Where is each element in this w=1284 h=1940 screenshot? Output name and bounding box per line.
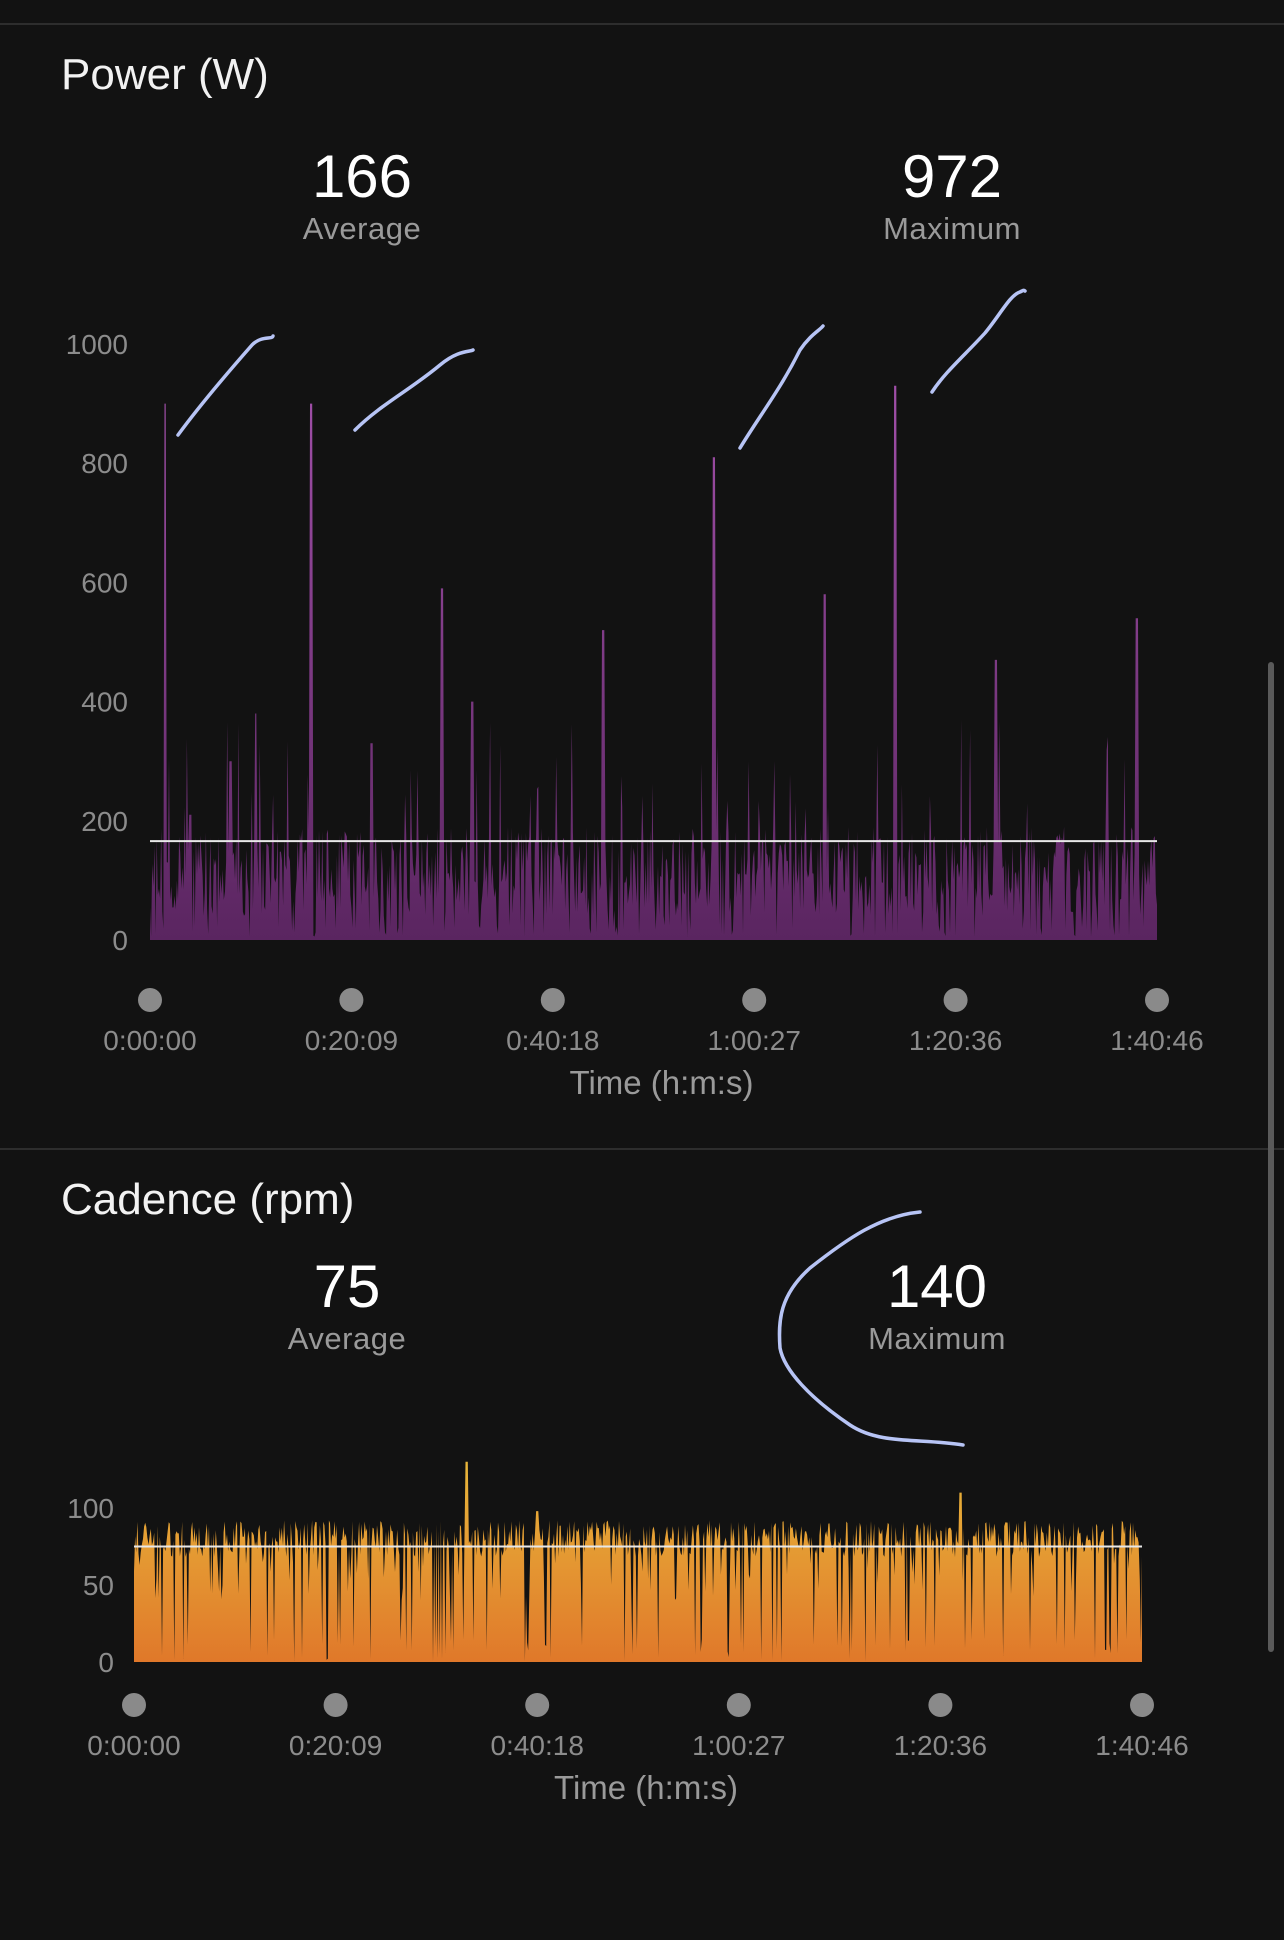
cadence-section-title: Cadence (rpm) <box>61 1175 355 1224</box>
cadence-average-stat: 75 Average <box>187 1255 507 1359</box>
x-tick-label: 0:40:18 <box>490 1730 583 1761</box>
y-tick-label: 0 <box>98 1647 114 1678</box>
x-tick-dot <box>122 1693 146 1717</box>
cadence-maximum-stat: 140 Maximum <box>777 1255 1097 1359</box>
y-tick-label: 50 <box>83 1570 114 1601</box>
power-average-stat: 166 Average <box>202 145 522 249</box>
x-tick-label: 0:40:18 <box>506 1025 599 1056</box>
y-tick-label: 100 <box>67 1493 114 1524</box>
series-area <box>150 385 1157 940</box>
x-tick-dot <box>1145 988 1169 1012</box>
x-tick-dot <box>138 988 162 1012</box>
power-average-label: Average <box>302 211 422 246</box>
x-axis-title: Time (h:m:s) <box>554 1769 738 1806</box>
x-tick-label: 0:20:09 <box>305 1025 398 1056</box>
x-tick-label: 0:00:00 <box>87 1730 180 1761</box>
power-maximum-label: Maximum <box>883 211 1021 246</box>
cadence-chart: 0 50 100 0:00:00 0:20:09 0:40:18 1:00:27 1:20:3… <box>67 1461 1189 1806</box>
y-tick-label: 800 <box>81 448 128 479</box>
x-tick-dot <box>742 988 767 1012</box>
cadence-average-label: Average <box>287 1321 407 1356</box>
scrollbar[interactable] <box>1268 662 1274 1652</box>
top-divider <box>0 23 1284 25</box>
x-tick-label: 1:20:36 <box>894 1730 987 1761</box>
cadence-average-value: 75 <box>313 1253 381 1320</box>
x-tick-label: 1:00:27 <box>692 1730 785 1761</box>
x-tick-dot <box>928 1693 953 1717</box>
x-tick-label: 1:20:36 <box>909 1025 1002 1056</box>
x-tick-label: 1:40:46 <box>1110 1025 1203 1056</box>
y-tick-label: 400 <box>81 687 128 718</box>
x-tick-label: 0:00:00 <box>103 1025 196 1056</box>
power-maximum-value: 972 <box>901 143 1003 210</box>
cadence-maximum-label: Maximum <box>868 1321 1006 1356</box>
x-tick-label: 1:40:46 <box>1095 1730 1188 1761</box>
x-tick-dot <box>339 988 364 1012</box>
section-divider <box>0 1148 1284 1150</box>
series-area <box>134 1461 1142 1662</box>
y-tick-label: 0 <box>112 925 128 956</box>
x-tick-label: 1:00:27 <box>707 1025 800 1056</box>
power-section-title: Power (W) <box>61 50 269 99</box>
x-tick-dot <box>540 988 565 1012</box>
y-tick-label: 600 <box>81 567 128 598</box>
x-tick-dot <box>726 1693 751 1717</box>
x-tick-dot <box>323 1693 348 1717</box>
power-chart: 0 200 400 600 800 1000 0:00:00 0:20:09 0:40:18 1:… <box>66 329 1204 1101</box>
x-tick-dot <box>1130 1693 1154 1717</box>
power-average-value: 166 <box>311 143 413 210</box>
cadence-maximum-value: 140 <box>886 1253 988 1320</box>
x-tick-dot <box>943 988 968 1012</box>
power-maximum-stat: 972 Maximum <box>792 145 1112 249</box>
x-tick-dot <box>525 1693 550 1717</box>
x-axis-title: Time (h:m:s) <box>570 1064 754 1101</box>
x-tick-label: 0:20:09 <box>289 1730 382 1761</box>
y-tick-label: 1000 <box>66 329 128 360</box>
y-tick-label: 200 <box>81 806 128 837</box>
